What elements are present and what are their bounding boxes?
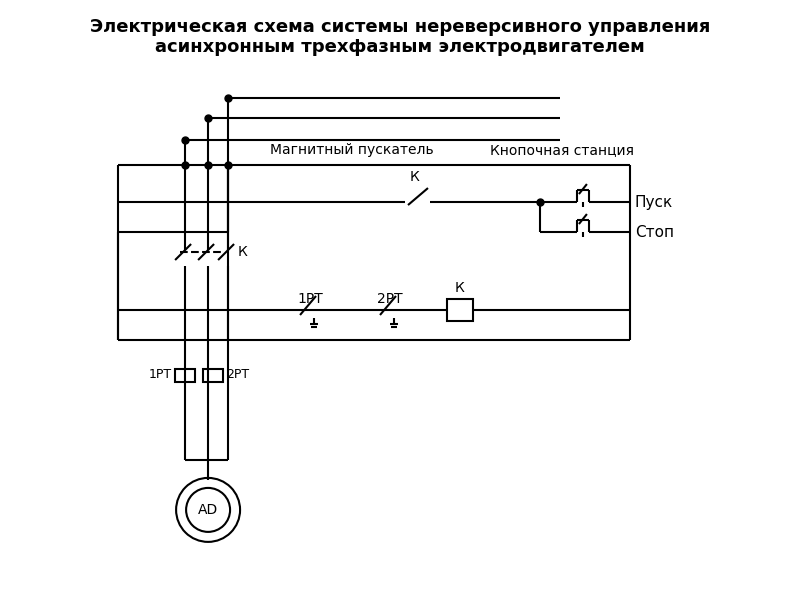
Text: AD: AD [198,503,218,517]
Bar [203,369,223,382]
Text: Кнопочная станция: Кнопочная станция [490,143,634,157]
Text: 1РТ: 1РТ [297,292,323,306]
Bar [175,369,195,382]
Text: Пуск: Пуск [635,194,673,209]
Text: Электрическая схема системы нереверсивного управления: Электрическая схема системы нереверсивно… [90,18,710,36]
Text: Стоп: Стоп [635,224,674,239]
Text: Магнитный пускатель: Магнитный пускатель [270,143,434,157]
Text: 2РТ: 2РТ [226,368,250,382]
Text: 2РТ: 2РТ [377,292,403,306]
Text: 1РТ: 1РТ [149,368,172,382]
Bar [447,299,473,321]
Text: асинхронным трехфазным электродвигателем: асинхронным трехфазным электродвигателем [155,38,645,56]
Text: К: К [238,245,248,259]
Text: К: К [410,170,420,184]
Text: К: К [455,281,465,295]
